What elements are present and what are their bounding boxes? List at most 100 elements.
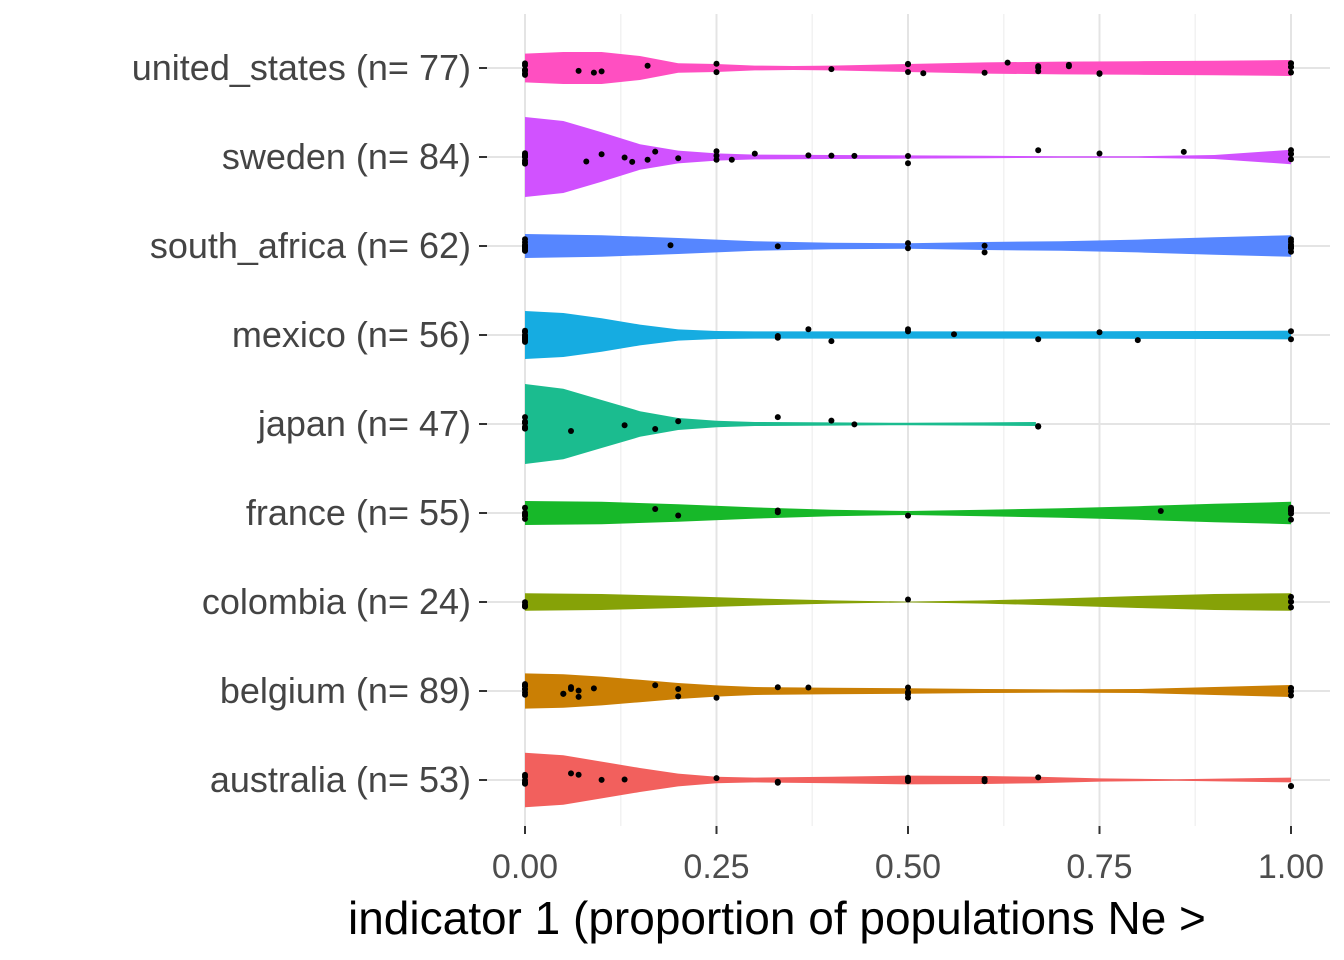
data-point — [1288, 69, 1294, 76]
data-points — [522, 59, 1294, 790]
data-point — [1065, 63, 1072, 70]
data-point — [1288, 516, 1294, 523]
data-point — [905, 691, 911, 698]
y-axis: united_states (n= 77) sweden (n= 84) south… — [132, 47, 487, 800]
data-point — [522, 236, 528, 243]
data-point — [629, 158, 636, 165]
x-tick-label: 0.25 — [683, 848, 749, 886]
data-point — [774, 243, 781, 250]
data-point — [981, 242, 988, 249]
x-tick-label: 0.00 — [492, 848, 558, 886]
data-point — [713, 156, 720, 163]
data-point — [1134, 337, 1141, 344]
data-point — [1288, 241, 1294, 248]
y-tick-label: france (n= 55) — [246, 492, 471, 533]
data-point — [522, 60, 528, 67]
data-point — [981, 778, 988, 785]
data-point — [1035, 423, 1042, 430]
data-point — [905, 328, 911, 335]
x-tick-label: 0.50 — [875, 848, 941, 886]
data-point — [522, 511, 528, 517]
data-point — [575, 687, 582, 694]
data-point — [568, 770, 574, 777]
data-point — [522, 414, 528, 421]
data-point — [713, 694, 720, 701]
data-point — [522, 243, 528, 250]
data-point — [590, 69, 597, 76]
data-point — [1157, 508, 1164, 514]
data-point — [1096, 70, 1103, 77]
data-point — [675, 693, 682, 700]
data-point — [713, 60, 720, 67]
data-point — [851, 421, 858, 428]
data-point — [598, 151, 605, 158]
data-point — [828, 417, 835, 424]
data-point — [522, 327, 528, 334]
data-point — [805, 684, 812, 691]
data-point — [522, 771, 528, 778]
data-point — [1288, 60, 1294, 67]
data-point — [713, 775, 720, 782]
violin-4 — [525, 311, 1291, 359]
data-point — [598, 68, 605, 75]
data-point — [522, 159, 528, 166]
data-point — [1288, 236, 1294, 243]
data-point — [568, 428, 574, 434]
y-tick-label: japan (n= 47) — [257, 403, 471, 444]
data-point — [981, 249, 988, 256]
data-point — [560, 690, 567, 697]
data-point — [583, 158, 590, 165]
data-point — [774, 778, 781, 785]
y-tick-label: australia (n= 53) — [210, 759, 471, 800]
data-point — [621, 422, 628, 429]
data-point — [905, 596, 911, 603]
data-point — [1288, 593, 1294, 600]
data-point — [828, 66, 835, 73]
data-point — [522, 691, 528, 698]
data-point — [1288, 688, 1294, 695]
data-point — [774, 334, 781, 341]
data-point — [652, 148, 659, 155]
data-point — [1004, 59, 1011, 66]
violin-5 — [525, 384, 1036, 464]
data-point — [713, 152, 720, 159]
data-point — [675, 512, 682, 519]
data-point — [905, 69, 911, 75]
data-point — [522, 70, 528, 77]
data-point — [522, 504, 528, 511]
data-point — [575, 67, 582, 74]
data-point — [522, 425, 528, 432]
y-tick-label: colombia (n= 24) — [202, 581, 471, 622]
data-point — [1096, 329, 1103, 336]
y-tick-label: south_africa (n= 62) — [150, 225, 471, 266]
data-point — [644, 156, 651, 163]
data-point — [1035, 336, 1042, 343]
data-point — [644, 62, 651, 69]
data-point — [675, 418, 682, 425]
data-point — [522, 418, 528, 425]
data-point — [774, 684, 781, 691]
x-axis: 0.00 0.25 0.50 0.75 1.00 — [492, 826, 1324, 886]
data-point — [713, 148, 720, 155]
data-point — [652, 682, 659, 689]
data-point — [675, 686, 682, 692]
data-point — [905, 245, 911, 252]
data-point — [598, 776, 605, 783]
data-point — [522, 337, 528, 344]
data-point — [905, 153, 911, 159]
data-point — [1035, 147, 1042, 154]
data-point — [1288, 504, 1294, 511]
data-point — [905, 776, 911, 783]
data-point — [981, 69, 988, 76]
data-point — [667, 242, 674, 249]
data-point — [920, 70, 927, 77]
data-point — [1288, 150, 1294, 157]
data-point — [522, 780, 528, 787]
data-point — [805, 326, 812, 333]
data-point — [851, 152, 858, 159]
data-point — [905, 512, 911, 519]
data-point — [905, 240, 911, 247]
data-point — [1288, 328, 1294, 335]
data-point — [828, 338, 835, 345]
